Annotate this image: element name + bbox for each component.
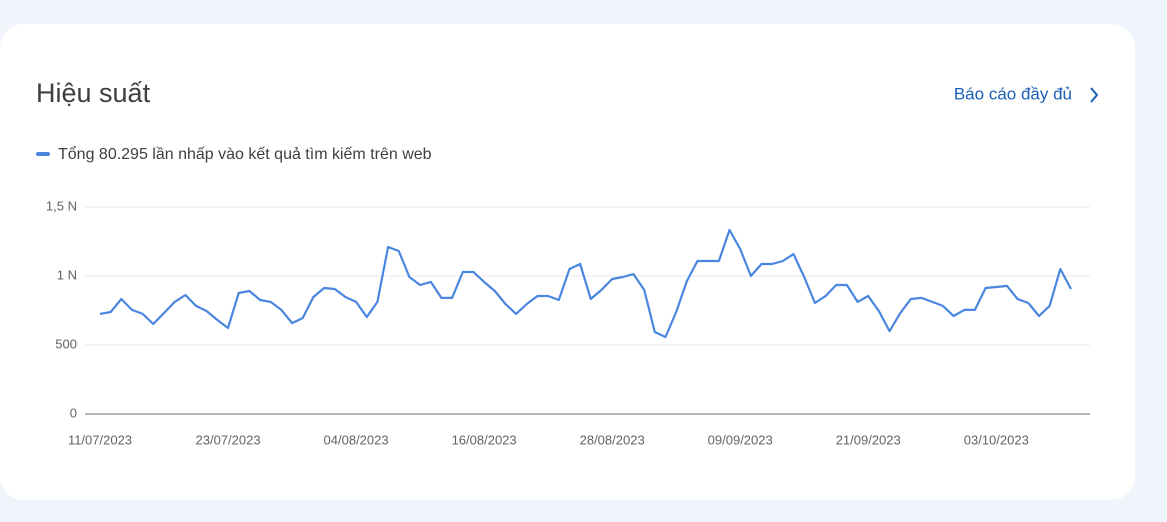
y-tick-label: 1 N xyxy=(57,267,77,282)
card-title: Hiệu suất xyxy=(36,78,151,108)
x-tick-label: 23/07/2023 xyxy=(196,432,261,447)
x-tick-label: 16/08/2023 xyxy=(452,432,517,447)
x-tick-label: 04/08/2023 xyxy=(324,432,389,447)
x-tick-label: 28/08/2023 xyxy=(580,432,645,447)
x-tick-label: 03/10/2023 xyxy=(964,432,1029,447)
y-tick-label: 0 xyxy=(70,405,77,420)
chevron-icon[interactable] xyxy=(1090,87,1099,103)
y-tick-label: 500 xyxy=(55,336,77,351)
card xyxy=(0,24,1135,500)
y-tick-label: 1,5 N xyxy=(46,198,77,213)
data-line xyxy=(99,228,1072,339)
full-report-link[interactable]: Báo cáo đầy đủ xyxy=(954,84,1072,103)
legend-label: Tổng 80.295 lần nhấp vào kết quả tìm kiế… xyxy=(58,145,432,163)
x-tick-label: 21/09/2023 xyxy=(836,432,901,447)
x-tick-label: 11/07/2023 xyxy=(68,432,132,447)
x-tick-label: 09/09/2023 xyxy=(708,432,773,447)
